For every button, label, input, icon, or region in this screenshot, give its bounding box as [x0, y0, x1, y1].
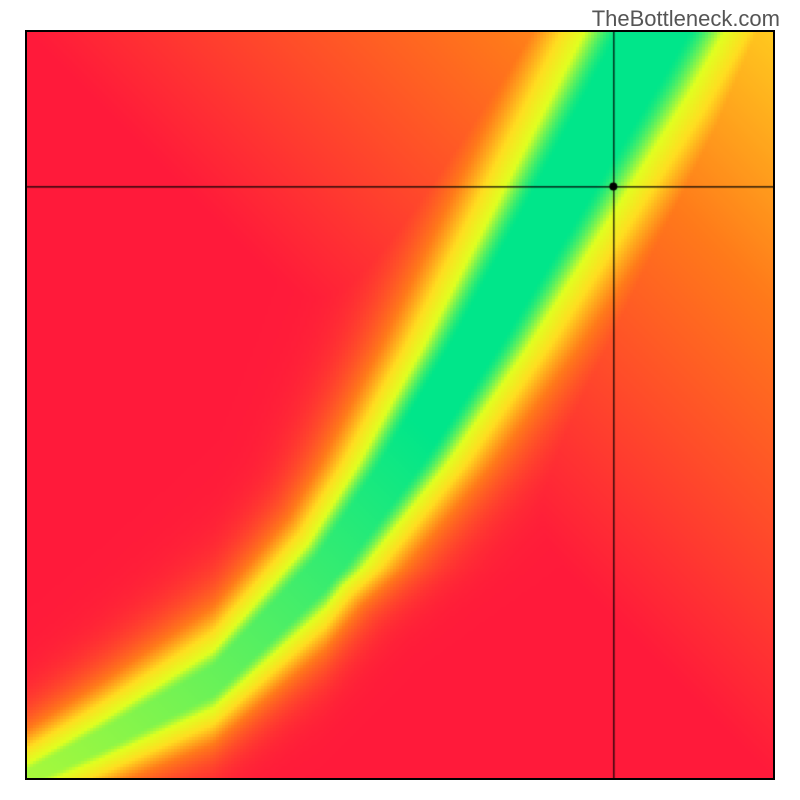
heatmap-canvas	[27, 32, 773, 778]
watermark-text: TheBottleneck.com	[592, 6, 780, 32]
heatmap-plot	[25, 30, 775, 780]
chart-container: TheBottleneck.com	[0, 0, 800, 800]
